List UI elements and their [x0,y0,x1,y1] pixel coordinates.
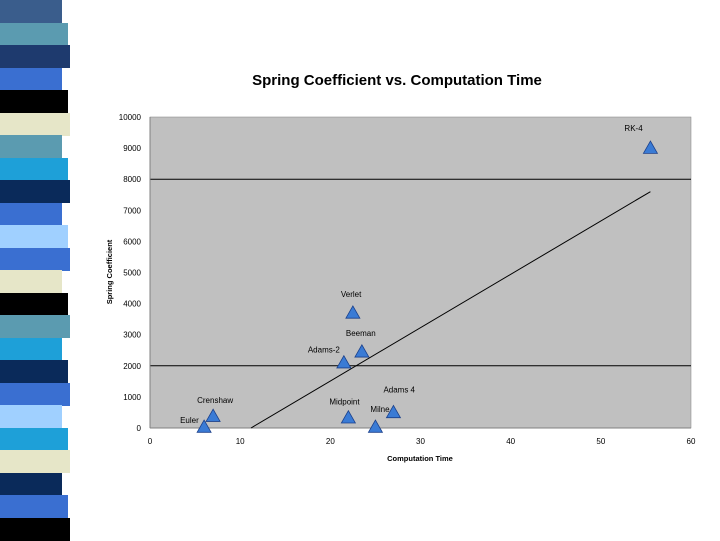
x-tick-label: 50 [596,437,605,446]
stripe-segment [0,450,70,473]
y-tick-label: 7000 [123,206,141,215]
y-tick-label: 6000 [123,237,141,246]
y-axis-ticks: 0 1000 2000 3000 4000 5000 6000 7000 8000 9000 100… [119,113,142,433]
trendline [250,191,651,429]
data-points [196,140,659,433]
y-tick-label: 10000 [119,113,142,122]
data-point-triangle [385,404,402,419]
y-tick-label: 8000 [123,175,141,184]
point-label: Milne [370,405,390,414]
data-point-triangle [354,343,370,358]
x-tick-label: 0 [148,437,153,446]
stripe-segment [0,247,70,271]
y-tick-label: 3000 [123,331,141,340]
data-point-triangle [345,305,361,319]
x-tick-label: 60 [687,437,696,446]
x-tick-label: 10 [236,437,245,446]
stripe-segment [0,157,68,181]
stripe-segment [0,180,70,203]
stripe-segment [0,112,70,136]
plot-area [149,116,692,429]
point-label: Verlet [341,290,362,299]
stripe-segment [0,0,62,23]
data-point-triangle [340,409,357,424]
data-point-triangle [336,354,352,369]
stripe-segment [0,315,70,338]
stripe-segment [0,360,68,383]
data-point-triangle [205,408,221,422]
x-tick-label: 30 [416,437,425,446]
axes [149,117,691,429]
y-tick-label: 9000 [123,144,141,153]
y-tick-label: 2000 [123,362,141,371]
stripe-segment [0,67,62,91]
point-label: Crenshaw [197,396,233,405]
stripe-segment [0,202,62,226]
stripe-segment [0,472,62,496]
data-point-triangle [642,140,659,154]
stripe-segment [0,427,68,451]
stripe-segment [0,90,68,113]
stripe-segment [0,45,70,68]
stripe-segment [0,135,62,158]
point-label: Euler [180,416,199,425]
point-label: Midpoint [329,398,360,407]
point-label: Adams-2 [308,346,341,355]
x-tick-label: 20 [326,437,335,446]
point-label: RK-4 [624,124,643,133]
stripe-segment [0,270,62,293]
y-tick-label: 5000 [123,269,141,278]
stripe-segment [0,337,62,361]
stripe-segment [0,495,68,518]
stripe-segment [0,22,68,46]
y-tick-label: 1000 [123,393,141,402]
x-tick-label: 40 [506,437,515,446]
y-axis-title: Spring Coefficient [105,239,114,304]
stripe-segment [0,382,70,406]
stripe-segment [0,517,70,541]
gridlines [150,178,691,367]
point-labels: RK-4 Verlet Beeman Adams-2 Crenshaw Euler Midp… [180,124,643,425]
x-axis-ticks: 0 10 20 30 40 50 60 [148,437,696,446]
data-point-triangle [196,419,212,433]
point-label: Beeman [346,329,376,338]
x-axis-title: Computation Time [387,454,453,463]
chart-title: Spring Coefficient vs. Computation Time [252,72,542,89]
stripe-segment [0,225,68,248]
stripe-segment [0,292,68,316]
stripe-segment [0,405,62,428]
data-point-triangle [367,419,384,433]
point-label: Adams 4 [383,385,415,394]
y-tick-label: 4000 [123,300,141,309]
decorative-stripe-bar [0,0,72,541]
y-tick-label: 0 [137,424,142,433]
